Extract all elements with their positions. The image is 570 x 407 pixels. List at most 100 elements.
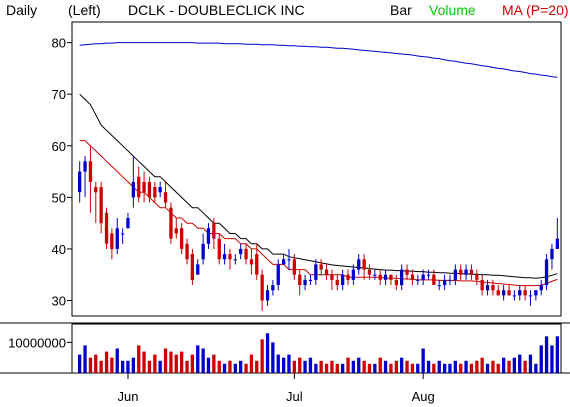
volume-bar [88, 357, 93, 373]
candle-body [174, 228, 178, 234]
candle-body [405, 269, 409, 275]
candle-body [416, 279, 420, 281]
volume-bar [169, 351, 173, 373]
candle-body [475, 274, 479, 280]
candle-body [314, 264, 318, 280]
candle-body [335, 279, 339, 286]
price-panel-border [71, 21, 562, 317]
candle-body [217, 238, 221, 260]
candle-body [99, 187, 103, 224]
candle-body [410, 274, 415, 280]
candle-body [282, 259, 286, 265]
volume-bar [523, 360, 527, 374]
candlesticks [78, 145, 559, 311]
chart-header: Daily (Left) DCLK - DOUBLECLICK INC Bar … [0, 0, 570, 22]
volume-bar [185, 360, 189, 374]
volume-bar [555, 336, 559, 374]
candle-body [212, 223, 216, 239]
candle-body [324, 269, 329, 275]
candle-body [528, 295, 533, 297]
volume-bar [239, 360, 243, 374]
volume-bar [383, 360, 388, 374]
candle-body [249, 259, 254, 265]
candle-body [400, 269, 404, 286]
volume-bar [400, 357, 404, 373]
volume-bar [394, 360, 398, 374]
volume-bar [222, 363, 227, 373]
candle-body [121, 233, 125, 235]
volume-bar [142, 351, 146, 373]
volume-bar [485, 363, 490, 373]
candle-body [153, 187, 157, 198]
volume-bar [512, 357, 516, 373]
candle-body [260, 274, 264, 301]
candle-body [271, 285, 275, 291]
date-tick-label: Jul [286, 389, 303, 404]
volume-bar [282, 357, 286, 373]
volume-bar [180, 351, 184, 373]
candle-body [448, 279, 452, 281]
price-tick-label: 30 [52, 294, 66, 309]
volume-bar [335, 363, 339, 373]
candle-body [94, 187, 98, 193]
candle-body [394, 279, 398, 286]
candle-body [158, 187, 162, 193]
volume-bar [378, 357, 382, 373]
volume-bar [271, 342, 275, 373]
volume-bar [174, 354, 178, 373]
candle-body [464, 269, 468, 275]
candle-body [169, 207, 173, 239]
ma50-line [79, 93, 558, 279]
volume-bar [233, 363, 237, 373]
candle-body [196, 264, 200, 275]
price-tick-label: 80 [52, 36, 66, 51]
volume-bar [453, 360, 457, 374]
volume-bar [308, 357, 313, 373]
price-tick-label: 50 [52, 190, 66, 205]
volume-bar [83, 345, 87, 373]
candle-body [469, 269, 474, 275]
volume-bar [357, 357, 361, 373]
candle-body [432, 274, 436, 285]
candle-body [378, 274, 382, 280]
candle-body [373, 274, 377, 276]
volume-bar [303, 360, 307, 374]
volume-bar [324, 363, 329, 373]
volume-bar [196, 345, 200, 373]
candle-body [303, 279, 307, 286]
ma20-line [79, 140, 558, 287]
candle-body [555, 238, 559, 249]
volume-bar [104, 351, 109, 373]
candle-body [443, 279, 447, 286]
date-axis-labels: Jun Jul Aug [117, 373, 435, 404]
candle-body [518, 290, 522, 296]
volume-bar [341, 363, 345, 373]
moving-average-lines [79, 42, 558, 287]
volume-bar [491, 360, 495, 374]
candle-body [239, 248, 243, 255]
volume-bar [496, 363, 500, 373]
candle-body [298, 274, 302, 285]
volume-bar [389, 363, 393, 373]
candle-body [550, 248, 554, 260]
candle-body [265, 290, 270, 301]
volume-bar [502, 357, 506, 373]
candle-body [421, 274, 425, 280]
volume-bar [432, 363, 436, 373]
volume-bar [534, 363, 538, 373]
candle-body [147, 181, 152, 198]
candle-body [491, 285, 495, 291]
volume-bar [190, 354, 194, 373]
volume-bar [544, 336, 549, 374]
volume-bar [110, 357, 114, 373]
volume-bar [528, 354, 533, 373]
candle-body [180, 228, 184, 249]
candle-body [480, 279, 484, 291]
candle-body [255, 254, 259, 275]
volume-bar [212, 354, 216, 373]
candle-body [357, 259, 361, 270]
candle-body [502, 290, 506, 296]
volume-bar [410, 363, 415, 373]
candle-body [523, 290, 527, 296]
